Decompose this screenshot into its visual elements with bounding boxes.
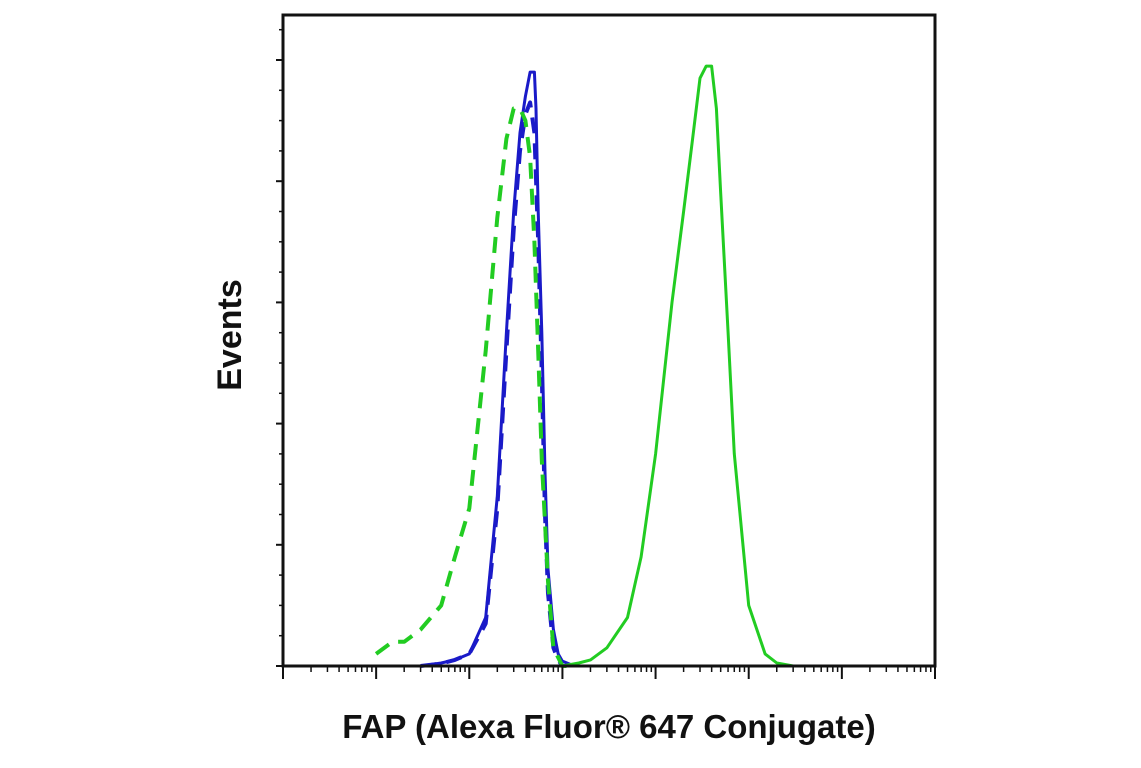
y-axis-ticks xyxy=(276,28,283,667)
series-line-4 xyxy=(283,64,935,668)
x-axis-label: FAP (Alexa Fluor® 647 Conjugate) xyxy=(342,708,875,745)
plot-frame xyxy=(281,13,937,668)
series-line-1 xyxy=(420,70,842,668)
series-layer xyxy=(283,64,935,668)
series-line-3 xyxy=(374,106,570,668)
y-axis-label: Events xyxy=(211,279,249,391)
x-axis-ticks xyxy=(282,666,936,679)
